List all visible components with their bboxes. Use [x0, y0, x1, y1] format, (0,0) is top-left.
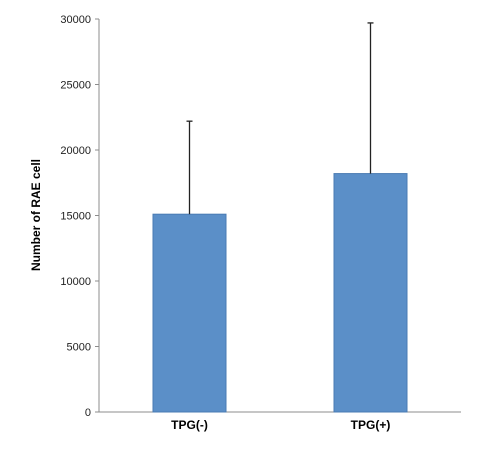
labels-layer: Number of RAE cell 0 5000 10000 15000 20000 2…	[29, 14, 390, 432]
x-category-label: TPG(+)	[351, 418, 391, 432]
y-tick-label: 15000	[60, 211, 91, 223]
bar-tpg-minus	[152, 213, 227, 413]
y-tick-label: 5000	[67, 342, 91, 354]
x-category-label: TPG(-)	[171, 418, 208, 432]
y-tick-label: 0	[85, 407, 91, 419]
bars-layer	[152, 173, 408, 413]
error-bars-layer	[186, 22, 374, 215]
bar-tpg-plus	[333, 173, 408, 413]
y-axis-title: Number of RAE cell	[29, 159, 43, 271]
y-tick-label: 10000	[60, 276, 91, 288]
y-tick-label: 30000	[60, 14, 91, 26]
y-tick-label: 20000	[60, 145, 91, 157]
y-tick-label: 25000	[60, 80, 91, 92]
